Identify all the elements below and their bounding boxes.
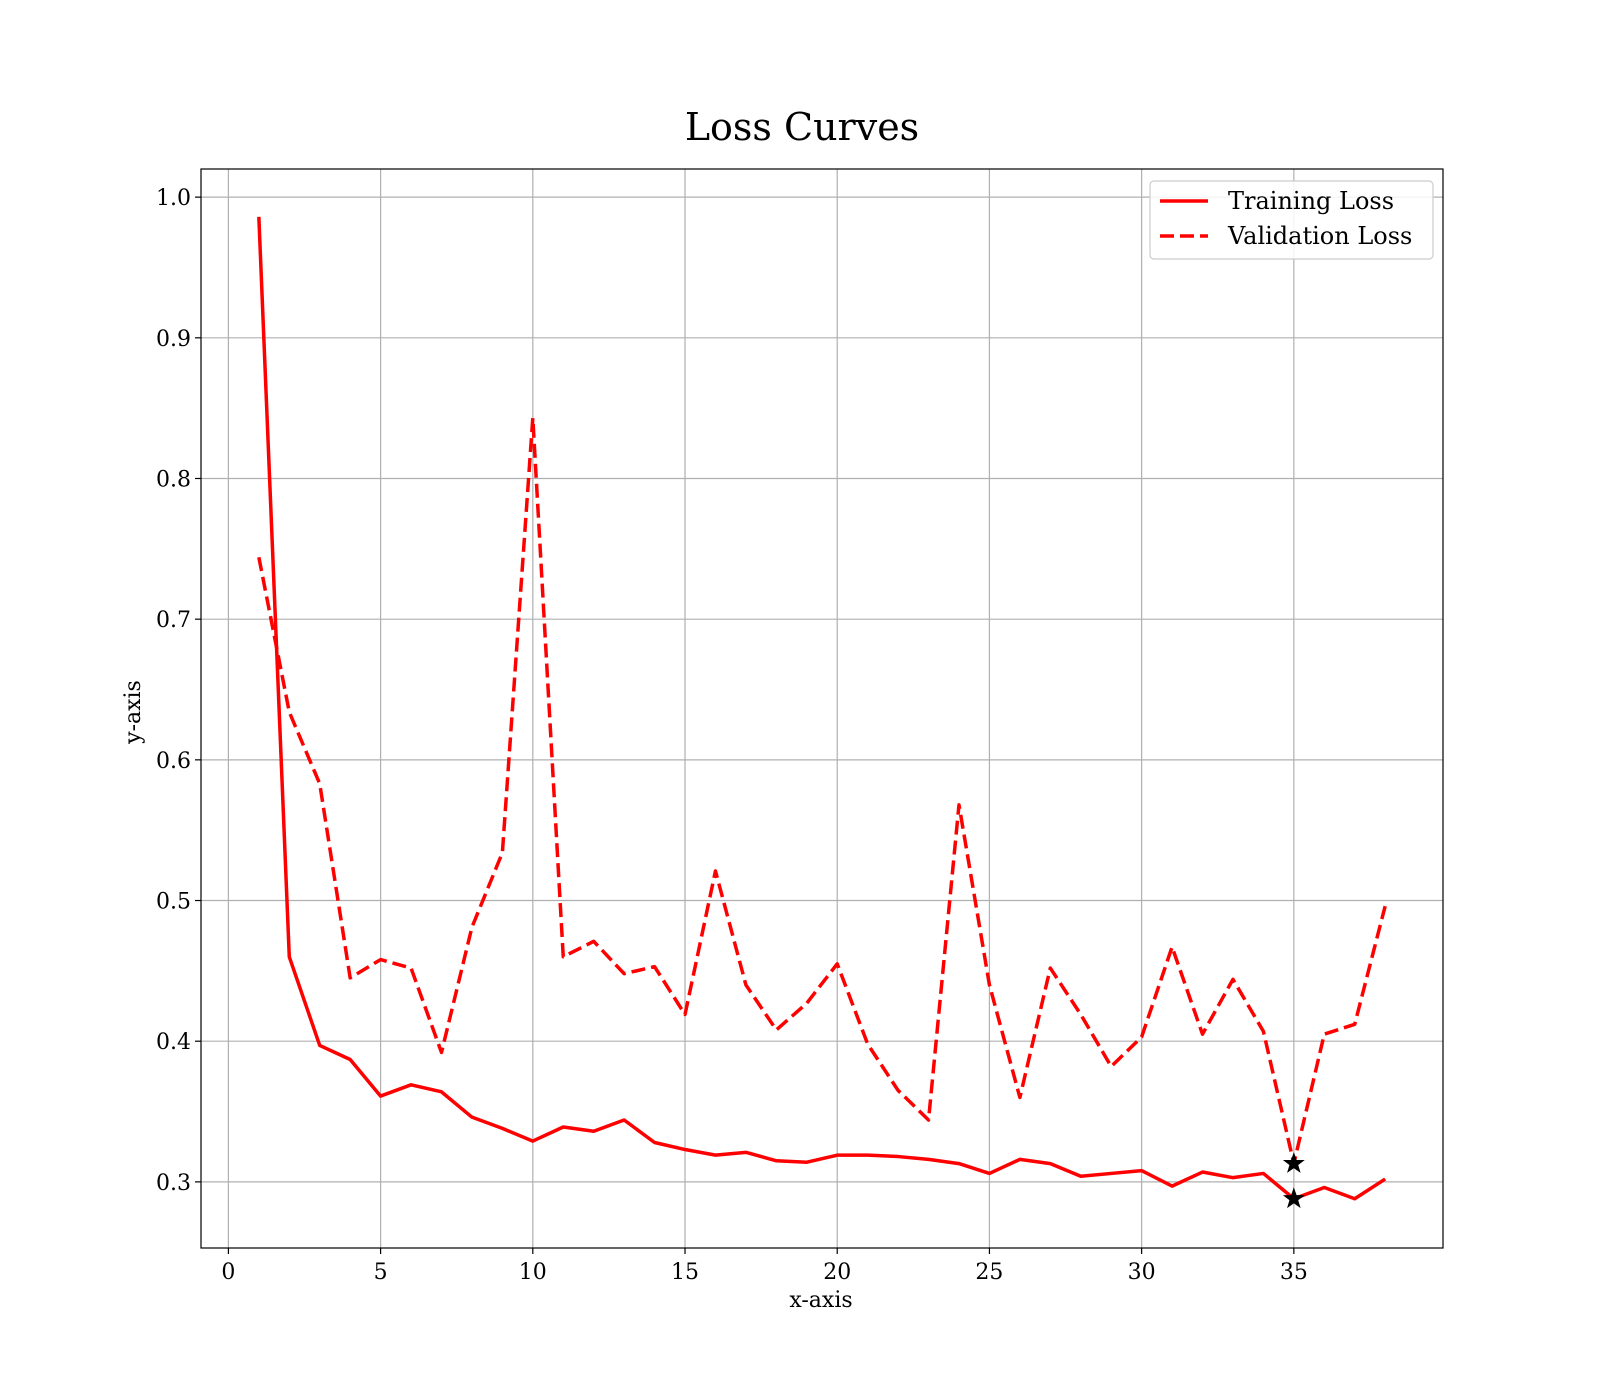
legend-label-training: Training Loss [1228,187,1394,215]
x-tick-label: 15 [671,1260,699,1285]
x-tick-label: 20 [823,1260,851,1285]
x-tick-label: 25 [975,1260,1003,1285]
x-tick-label: 0 [221,1260,235,1285]
y-tick-label: 0.7 [156,608,191,633]
axis-ticks: 0 5 10 15 20 25 30 35 0.3 0.4 0.5 0.6 0.7 0.8 0.9 1.0 [156,186,1308,1285]
min-loss-star-marker [1282,1187,1305,1209]
y-tick-label: 0.4 [156,1030,191,1055]
validation-loss-line [257,416,1387,1166]
training-loss-line [257,216,1387,1201]
y-tick-label: 0.6 [156,749,191,774]
y-axis-label: y-axis [121,680,146,745]
chart-title: Loss Curves [685,105,919,149]
plot-series [257,216,1387,1201]
x-tick-label: 35 [1280,1260,1308,1285]
plot-markers [1282,1152,1305,1209]
x-tick-label: 5 [374,1260,388,1285]
y-tick-label: 0.9 [156,327,191,352]
x-tick-label: 10 [519,1260,547,1285]
legend: Training Loss Validation Loss [1149,180,1434,260]
min-loss-star-marker [1282,1152,1305,1173]
grid [201,169,1443,1248]
y-tick-label: 0.8 [156,467,191,492]
y-tick-label: 0.5 [156,890,191,915]
y-tick-label: 1.0 [156,186,191,211]
x-tick-label: 30 [1128,1260,1156,1285]
x-axis-label: x-axis [789,1288,852,1313]
plot-frame [200,168,1444,1249]
legend-label-validation: Validation Loss [1227,222,1412,250]
legend-box [1149,180,1434,260]
y-tick-label: 0.3 [156,1171,191,1196]
